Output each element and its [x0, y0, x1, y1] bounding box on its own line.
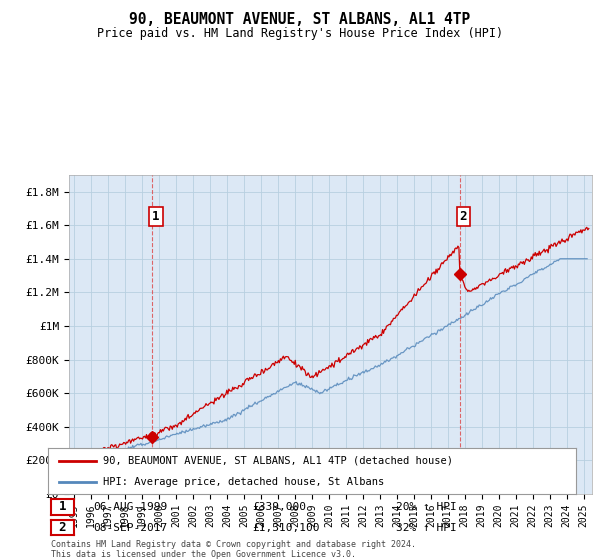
Text: Price paid vs. HM Land Registry's House Price Index (HPI): Price paid vs. HM Land Registry's House … [97, 27, 503, 40]
Text: 90, BEAUMONT AVENUE, ST ALBANS, AL1 4TP: 90, BEAUMONT AVENUE, ST ALBANS, AL1 4TP [130, 12, 470, 27]
Text: 1: 1 [59, 500, 66, 514]
Text: £1,310,100: £1,310,100 [252, 522, 320, 533]
Text: 1: 1 [152, 210, 160, 223]
Text: 08-SEP-2017: 08-SEP-2017 [93, 522, 167, 533]
Text: 32% ↑ HPI: 32% ↑ HPI [396, 522, 457, 533]
Text: 2: 2 [59, 521, 66, 534]
Text: Contains HM Land Registry data © Crown copyright and database right 2024.
This d: Contains HM Land Registry data © Crown c… [51, 540, 416, 559]
Text: £339,000: £339,000 [252, 502, 306, 512]
Text: 90, BEAUMONT AVENUE, ST ALBANS, AL1 4TP (detached house): 90, BEAUMONT AVENUE, ST ALBANS, AL1 4TP … [103, 456, 454, 466]
Text: 20% ↑ HPI: 20% ↑ HPI [396, 502, 457, 512]
Text: 06-AUG-1999: 06-AUG-1999 [93, 502, 167, 512]
Text: 2: 2 [460, 210, 467, 223]
Text: HPI: Average price, detached house, St Albans: HPI: Average price, detached house, St A… [103, 478, 385, 487]
